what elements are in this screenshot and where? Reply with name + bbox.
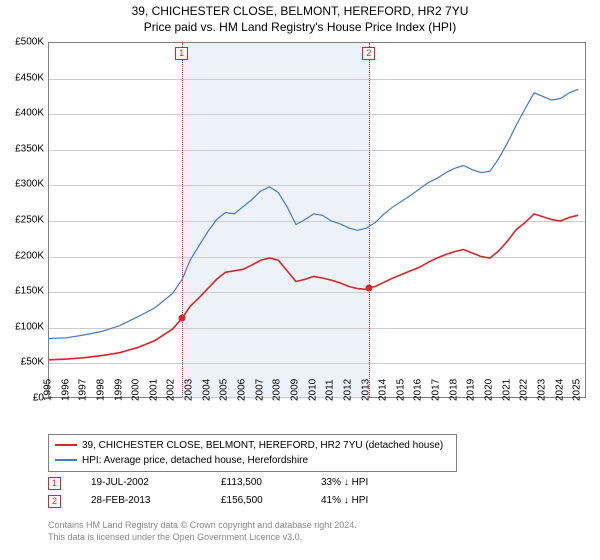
x-tick-label: 2024 bbox=[554, 379, 565, 401]
event-pct: 33% ↓ HPI bbox=[321, 474, 431, 492]
title-line-2: Price paid vs. HM Land Registry's House … bbox=[0, 20, 600, 36]
x-tick-label: 2015 bbox=[395, 379, 406, 401]
x-tick-label: 1995 bbox=[43, 379, 54, 401]
x-tick-label: 2011 bbox=[325, 379, 336, 401]
legend: 39, CHICHESTER CLOSE, BELMONT, HEREFORD,… bbox=[48, 434, 457, 472]
legend-label: HPI: Average price, detached house, Here… bbox=[82, 455, 308, 466]
series-hpi bbox=[49, 89, 578, 338]
x-tick-label: 2018 bbox=[448, 379, 459, 401]
x-tick-label: 2014 bbox=[378, 379, 389, 401]
chart-title: 39, CHICHESTER CLOSE, BELMONT, HEREFORD,… bbox=[0, 0, 600, 35]
x-tick-label: 2008 bbox=[272, 379, 283, 401]
x-tick-label: 2022 bbox=[519, 379, 530, 401]
legend-swatch bbox=[55, 459, 77, 461]
x-tick-label: 2006 bbox=[237, 379, 248, 401]
footer-line-1: Contains HM Land Registry data © Crown c… bbox=[48, 520, 357, 532]
event-price: £156,500 bbox=[221, 492, 321, 510]
footer-line-2: This data is licensed under the Open Gov… bbox=[48, 532, 357, 544]
x-tick-label: 2000 bbox=[131, 379, 142, 401]
x-tick-label: 1999 bbox=[113, 379, 124, 401]
x-tick-label: 2016 bbox=[413, 379, 424, 401]
event-pct: 41% ↓ HPI bbox=[321, 492, 431, 510]
y-tick-label: £500K bbox=[15, 37, 44, 48]
event-marker-box: 2 bbox=[362, 47, 375, 60]
event-point-marker bbox=[366, 284, 373, 291]
x-tick-label: 2023 bbox=[536, 379, 547, 401]
x-tick-label: 1996 bbox=[60, 379, 71, 401]
x-tick-label: 2019 bbox=[466, 379, 477, 401]
y-tick-label: £250K bbox=[15, 215, 44, 226]
x-tick-label: 2003 bbox=[184, 379, 195, 401]
x-tick-label: 2017 bbox=[431, 379, 442, 401]
legend-swatch bbox=[55, 444, 77, 446]
x-tick-label: 2005 bbox=[219, 379, 230, 401]
y-tick-label: £300K bbox=[15, 179, 44, 190]
x-tick-label: 2004 bbox=[201, 379, 212, 401]
y-tick-label: £200K bbox=[15, 250, 44, 261]
chart-plot-area bbox=[48, 42, 586, 398]
x-tick-label: 2007 bbox=[254, 379, 265, 401]
events-table: 1 19-JUL-2002£113,50033% ↓ HPI 2 28-FEB-201… bbox=[48, 474, 431, 510]
series-svg bbox=[49, 43, 587, 399]
series-price_paid bbox=[49, 214, 578, 360]
x-tick-label: 2013 bbox=[360, 379, 371, 401]
legend-label: 39, CHICHESTER CLOSE, BELMONT, HEREFORD,… bbox=[82, 440, 443, 451]
event-date: 28-FEB-2013 bbox=[91, 492, 221, 510]
x-tick-label: 2012 bbox=[342, 379, 353, 401]
y-tick-label: £350K bbox=[15, 143, 44, 154]
legend-row: HPI: Average price, detached house, Here… bbox=[55, 453, 450, 468]
event-number-box: 2 bbox=[48, 495, 61, 508]
x-tick-label: 2009 bbox=[289, 379, 300, 401]
footer-attribution: Contains HM Land Registry data © Crown c… bbox=[48, 520, 357, 543]
event-row: 2 28-FEB-2013£156,50041% ↓ HPI bbox=[48, 492, 431, 510]
y-tick-label: £400K bbox=[15, 108, 44, 119]
event-number-box: 1 bbox=[48, 477, 61, 490]
x-tick-label: 1998 bbox=[95, 379, 106, 401]
event-date: 19-JUL-2002 bbox=[91, 474, 221, 492]
event-marker-box: 1 bbox=[175, 47, 188, 60]
event-price: £113,500 bbox=[221, 474, 321, 492]
x-tick-label: 2010 bbox=[307, 379, 318, 401]
y-tick-label: £100K bbox=[15, 321, 44, 332]
x-tick-label: 2020 bbox=[483, 379, 494, 401]
x-tick-label: 1997 bbox=[78, 379, 89, 401]
legend-row: 39, CHICHESTER CLOSE, BELMONT, HEREFORD,… bbox=[55, 438, 450, 453]
y-tick-label: £50K bbox=[21, 357, 44, 368]
x-tick-label: 2002 bbox=[166, 379, 177, 401]
title-line-1: 39, CHICHESTER CLOSE, BELMONT, HEREFORD,… bbox=[0, 4, 600, 20]
x-tick-label: 2001 bbox=[148, 379, 159, 401]
x-tick-label: 2025 bbox=[572, 379, 583, 401]
event-row: 1 19-JUL-2002£113,50033% ↓ HPI bbox=[48, 474, 431, 492]
y-tick-label: £450K bbox=[15, 72, 44, 83]
y-axis-ticks: £0£50K£100K£150K£200K£250K£300K£350K£400… bbox=[0, 42, 44, 398]
x-tick-label: 2021 bbox=[501, 379, 512, 401]
x-axis-ticks: 1995199619971998199920002001200220032004… bbox=[48, 401, 586, 431]
event-point-marker bbox=[179, 315, 186, 322]
y-tick-label: £150K bbox=[15, 286, 44, 297]
